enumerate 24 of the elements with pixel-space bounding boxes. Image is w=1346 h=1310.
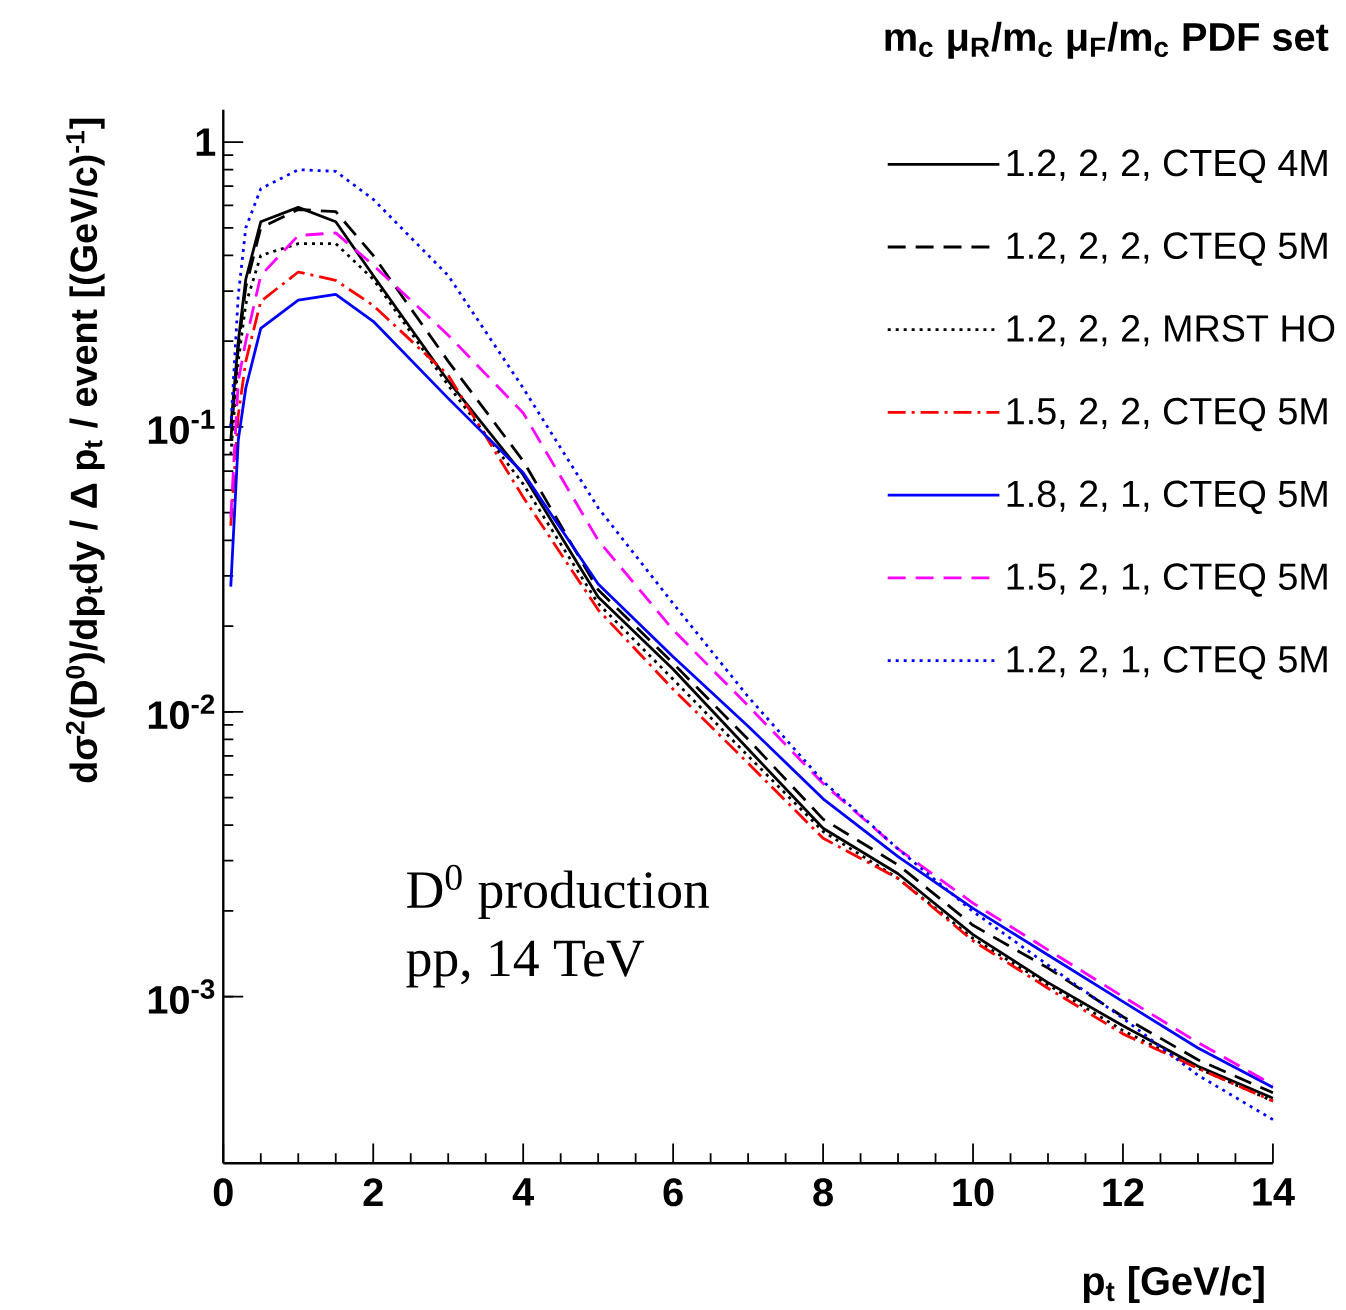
legend-label: 1.2, 2, 2, CTEQ 4M <box>1007 149 1327 184</box>
annotation: D$^{0}$ production <box>407 864 710 920</box>
x-tick-label: 4 <box>512 1178 534 1206</box>
legend-label: 1.2, 2, 2, CTEQ 5M <box>1007 232 1327 267</box>
legend-label: 1.5, 2, 2, CTEQ 5M <box>1007 397 1327 432</box>
text: m$_{c}$ μ$_{R}$/m$_{c}$ μ$_{F}$/m$_{c}$ PDF set <box>885 22 1329 59</box>
annotation: pp, 14 TeV <box>406 940 645 988</box>
legend-label: 1.2, 2, 1, CTEQ 5M <box>1007 646 1327 680</box>
y-tick-label: 10$^{-3}$ <box>148 979 215 1015</box>
legend-label: 1.8, 2, 1, CTEQ 5M <box>1007 480 1327 515</box>
y-tick-label: 10$^{-2}$ <box>148 694 215 730</box>
legend-label: 1.2, 2, 2, MRST HO <box>1007 315 1335 347</box>
x-tick-label: 8 <box>813 1178 833 1207</box>
x-tick-label: 2 <box>363 1178 383 1207</box>
x-tick-label: 12 <box>1103 1178 1144 1207</box>
x-axis-title: p$_{t}$ [GeV/c] <box>1083 1266 1264 1304</box>
x-tick-label: 6 <box>663 1178 683 1207</box>
x-tick-label: 0 <box>213 1178 233 1207</box>
y-tick-label: 1 <box>196 128 216 156</box>
x-tick-label: 10 <box>953 1178 994 1207</box>
legend-label: 1.5, 2, 1, CTEQ 5M <box>1007 563 1327 597</box>
x-tick-label: 14 <box>1253 1178 1295 1206</box>
text: dσ$^{2}$(D$^{0}$)/dp$_{t}$dy / Δ p$_{t}$ / event [(GeV/c)$^{-1}$] <box>65 119 105 783</box>
y-tick-label: 10$^{-1}$ <box>148 409 215 445</box>
